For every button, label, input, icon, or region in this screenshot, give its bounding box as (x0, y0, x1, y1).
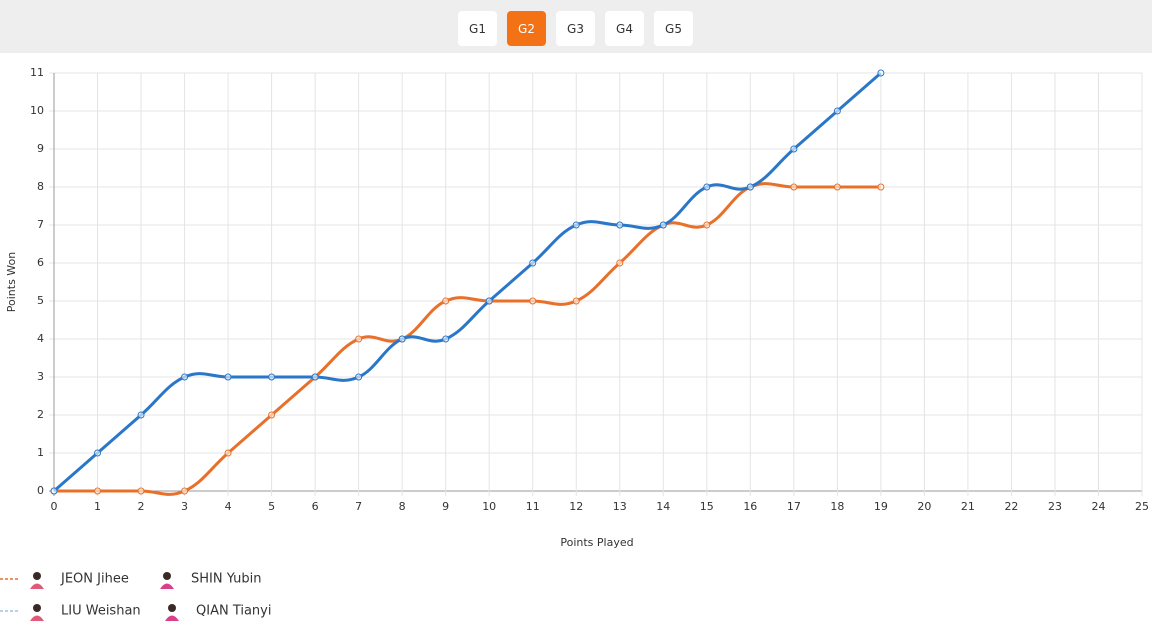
y-tick-label: 9 (37, 142, 44, 155)
data-point (355, 335, 363, 343)
x-tick-label: 24 (1091, 500, 1105, 513)
y-tick-label: 11 (30, 66, 44, 79)
data-point (268, 373, 276, 381)
y-tick-label: 7 (37, 218, 44, 231)
tabs: G1 G2 G3 G4 G5 (458, 11, 693, 46)
data-point (703, 183, 711, 191)
x-tick-label: 9 (442, 500, 449, 513)
x-tick-label: 5 (268, 500, 275, 513)
game-tab[interactable]: G2 (507, 11, 546, 46)
data-point (398, 335, 406, 343)
data-point (355, 373, 363, 381)
x-tick-label: 21 (961, 500, 975, 513)
y-tick-label: 6 (37, 256, 44, 269)
x-tick-label: 18 (830, 500, 844, 513)
data-point (703, 221, 711, 229)
data-point (529, 259, 537, 267)
data-point (94, 487, 102, 495)
data-point (442, 297, 450, 305)
data-point (529, 297, 537, 305)
x-tick-label: 17 (787, 500, 801, 513)
data-point (616, 221, 624, 229)
legend-player-name: SHIN Yubin (191, 572, 262, 587)
x-tick-label: 1 (94, 500, 101, 513)
x-tick-label: 15 (700, 500, 714, 513)
y-tick-label: 5 (37, 294, 44, 307)
y-tick-label: 10 (30, 104, 44, 117)
player-avatar-head (33, 572, 41, 580)
data-point (181, 373, 189, 381)
game-tab[interactable]: G4 (605, 11, 644, 46)
y-tick-label: 3 (37, 370, 44, 383)
y-tick-label: 1 (37, 446, 44, 459)
x-tick-label: 2 (138, 500, 145, 513)
data-point (94, 449, 102, 457)
data-point (268, 411, 276, 419)
player-avatar-head (168, 604, 176, 612)
game-tab[interactable]: G1 (458, 11, 497, 46)
x-tick-label: 20 (917, 500, 931, 513)
x-tick-label: 4 (225, 500, 232, 513)
legend: JEON Jihee SHIN Yubin LIU Weishan QIAN Tian… (0, 572, 271, 621)
x-tick-label: 23 (1048, 500, 1062, 513)
game-tab[interactable]: G5 (654, 11, 693, 46)
data-point (790, 145, 798, 153)
y-tick-label: 2 (37, 408, 44, 421)
x-tick-label: 0 (51, 500, 58, 513)
data-point (833, 107, 841, 115)
data-point (790, 183, 798, 191)
game-tab[interactable]: G3 (556, 11, 595, 46)
x-tick-label: 19 (874, 500, 888, 513)
data-point (877, 183, 885, 191)
x-tick-label: 25 (1135, 500, 1149, 513)
player-avatar-body (30, 583, 44, 589)
legend-player-name: LIU Weishan (61, 604, 141, 619)
x-tick-label: 10 (482, 500, 496, 513)
game-tab-bar: G1 G2 G3 G4 G5 (0, 0, 1152, 53)
data-point (224, 449, 232, 457)
data-point (50, 487, 58, 495)
data-point (616, 259, 624, 267)
data-point (224, 373, 232, 381)
y-tick-label: 0 (37, 484, 44, 497)
data-point (572, 221, 580, 229)
legend-player-name: JEON Jihee (60, 572, 129, 587)
legend-player-name: QIAN Tianyi (196, 604, 271, 619)
series-layer (50, 69, 885, 496)
y-tick-label: 8 (37, 180, 44, 193)
player-avatar-head (33, 604, 41, 612)
data-point (877, 69, 885, 77)
player-avatar-head (163, 572, 171, 580)
data-point (311, 373, 319, 381)
x-tick-label: 8 (399, 500, 406, 513)
x-tick-label: 14 (656, 500, 670, 513)
data-point (137, 487, 145, 495)
x-tick-label: 12 (569, 500, 583, 513)
player-avatar-body (30, 615, 44, 621)
x-tick-label: 7 (355, 500, 362, 513)
x-tick-label: 22 (1004, 500, 1018, 513)
data-point (833, 183, 841, 191)
x-tick-label: 11 (526, 500, 540, 513)
player-avatar-body (165, 615, 179, 621)
y-axis-label: Points Won (5, 252, 18, 313)
data-point (181, 487, 189, 495)
data-point (442, 335, 450, 343)
x-tick-label: 13 (613, 500, 627, 513)
data-point (746, 183, 754, 191)
x-tick-label: 3 (181, 500, 188, 513)
data-point (485, 297, 493, 305)
data-point (137, 411, 145, 419)
x-axis-label: Points Played (560, 536, 633, 549)
data-point (572, 297, 580, 305)
y-tick-label: 4 (37, 332, 44, 345)
x-tick-label: 6 (312, 500, 319, 513)
series-line (53, 71, 882, 493)
player-avatar-body (160, 583, 174, 589)
x-tick-label: 16 (743, 500, 757, 513)
data-point (659, 221, 667, 229)
